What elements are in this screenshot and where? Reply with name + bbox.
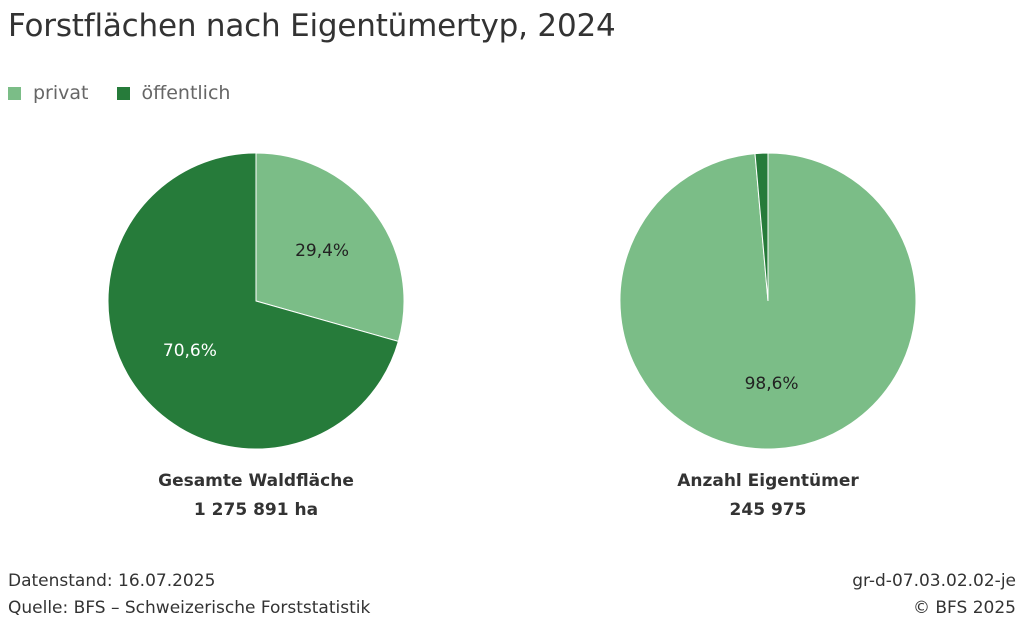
pie-slice-oeffentlich[interactable] (107, 152, 399, 450)
pie-caption-total: 1 275 891 ha (193, 500, 319, 520)
legend-label-privat: privat (33, 82, 89, 104)
footer-right: gr-d-07.03.02.02-je © BFS 2025 (852, 568, 1016, 622)
pie-data-label: 29,4% (295, 241, 349, 261)
legend-swatch-privat (8, 86, 21, 100)
pie-slice-oeffentlich[interactable] (754, 152, 769, 302)
pie-caption-total: 245 975 (729, 500, 807, 520)
pie-caption-waldflaeche: Gesamte Waldfläche 1 275 891 ha (106, 467, 406, 525)
footer-copyright: © BFS 2025 (912, 598, 1016, 618)
legend-label-oeffentlich: öffentlich (141, 82, 231, 104)
pie-caption-title: Anzahl Eigentümer (677, 471, 859, 491)
legend-swatch-oeffentlich (116, 86, 130, 100)
footer-code: gr-d-07.03.02.02-je (852, 571, 1016, 591)
pie-chart-0: 29,4% 70,6% (107, 152, 405, 450)
chart-title: Forstflächen nach Eigentümertyp, 2024 (8, 8, 616, 44)
pie-caption-title: Gesamte Waldfläche (158, 471, 354, 491)
pie-data-label: 70,6% (163, 341, 217, 361)
legend-item-privat[interactable]: privat (8, 82, 89, 104)
pie-slice-privat[interactable] (255, 152, 405, 343)
pie-caption-eigentuemer: Anzahl Eigentümer 245 975 (618, 467, 918, 525)
pie-data-label: 98,6% (745, 374, 799, 394)
pie-chart-1: 98,6% (619, 152, 917, 450)
footer-quelle: Quelle: BFS – Schweizerische Forststatis… (8, 598, 371, 618)
legend: privat öffentlich (8, 82, 258, 104)
footer-left: Datenstand: 16.07.2025 Quelle: BFS – Sch… (8, 568, 370, 622)
legend-item-oeffentlich[interactable]: öffentlich (116, 82, 231, 104)
footer-datenstand: Datenstand: 16.07.2025 (8, 571, 216, 591)
